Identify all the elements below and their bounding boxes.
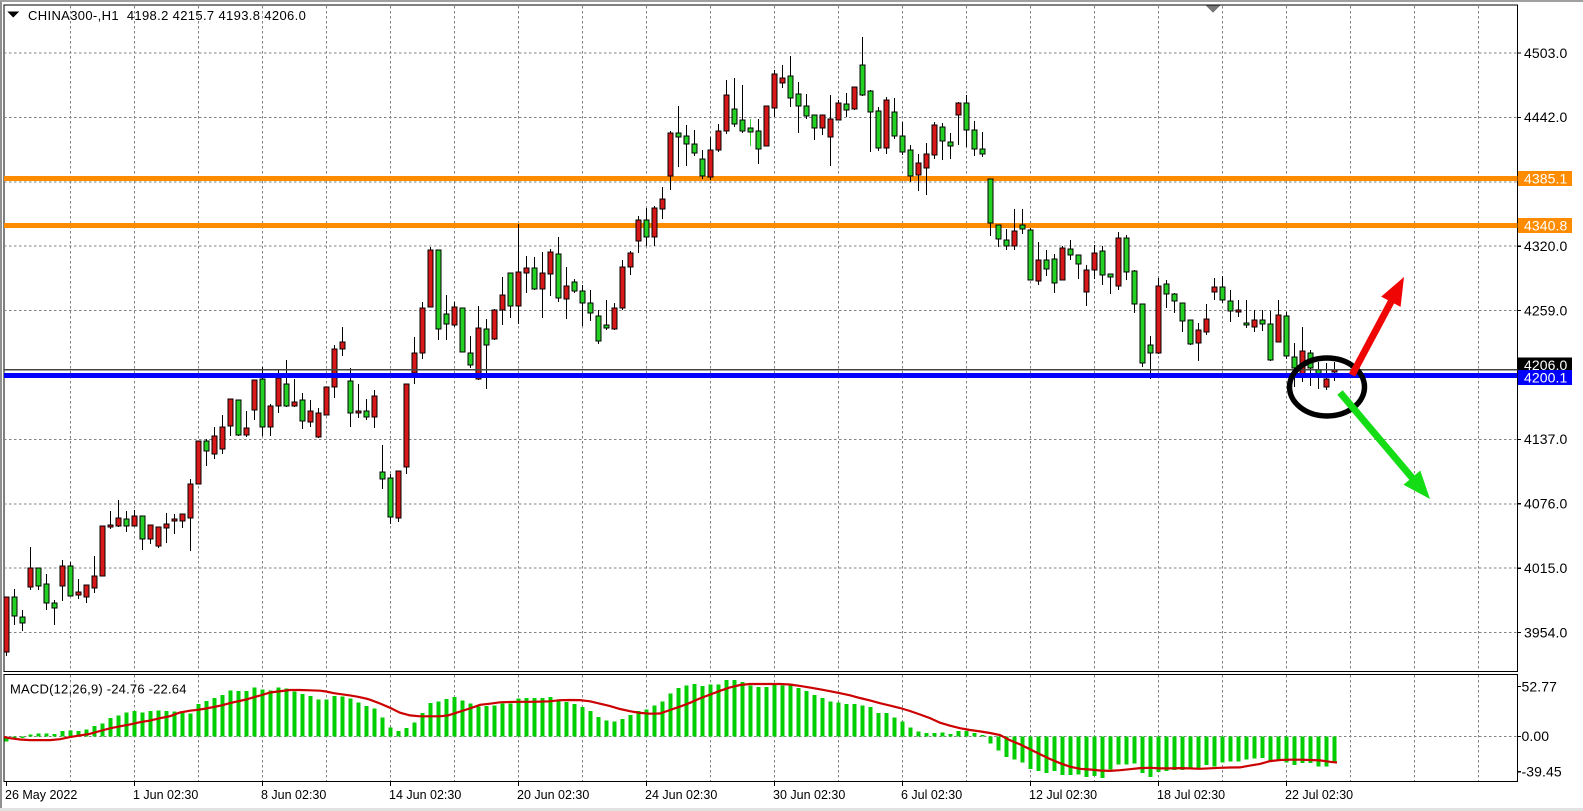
svg-text:CHINA300-,H1 4198.2 4215.7 41: CHINA300-,H1 4198.2 4215.7 4193.8 4206.0 <box>28 8 306 23</box>
svg-text:6 Jul 02:30: 6 Jul 02:30 <box>901 788 962 802</box>
svg-text:14 Jun 02:30: 14 Jun 02:30 <box>389 788 461 802</box>
svg-text:-39.45: -39.45 <box>1522 764 1562 780</box>
svg-text:4206.0: 4206.0 <box>1524 357 1568 373</box>
svg-text:1 Jun 02:30: 1 Jun 02:30 <box>133 788 198 802</box>
svg-text:8 Jun 02:30: 8 Jun 02:30 <box>261 788 326 802</box>
svg-text:4385.1: 4385.1 <box>1524 170 1568 186</box>
svg-text:20 Jun 02:30: 20 Jun 02:30 <box>517 788 589 802</box>
svg-text:MACD(12,26,9) -24.76 -22.64: MACD(12,26,9) -24.76 -22.64 <box>10 682 187 697</box>
svg-text:22 Jul 02:30: 22 Jul 02:30 <box>1285 788 1353 802</box>
svg-text:18 Jul 02:30: 18 Jul 02:30 <box>1157 788 1225 802</box>
svg-text:4503.0: 4503.0 <box>1524 45 1568 61</box>
svg-text:24 Jun 02:30: 24 Jun 02:30 <box>645 788 717 802</box>
svg-text:12 Jul 02:30: 12 Jul 02:30 <box>1029 788 1097 802</box>
svg-text:52.77: 52.77 <box>1522 678 1558 694</box>
svg-text:4200.1: 4200.1 <box>1524 369 1568 385</box>
svg-text:26 May 2022: 26 May 2022 <box>5 788 77 802</box>
svg-text:4340.8: 4340.8 <box>1524 217 1568 233</box>
svg-text:4320.0: 4320.0 <box>1524 238 1568 254</box>
svg-text:4137.0: 4137.0 <box>1524 431 1568 447</box>
svg-text:0.00: 0.00 <box>1522 728 1550 744</box>
svg-text:4442.0: 4442.0 <box>1524 109 1568 125</box>
svg-text:4015.0: 4015.0 <box>1524 560 1568 576</box>
svg-text:4259.0: 4259.0 <box>1524 302 1568 318</box>
svg-text:30 Jun 02:30: 30 Jun 02:30 <box>773 788 845 802</box>
svg-text:4076.0: 4076.0 <box>1524 496 1568 512</box>
svg-text:3954.0: 3954.0 <box>1524 624 1568 640</box>
